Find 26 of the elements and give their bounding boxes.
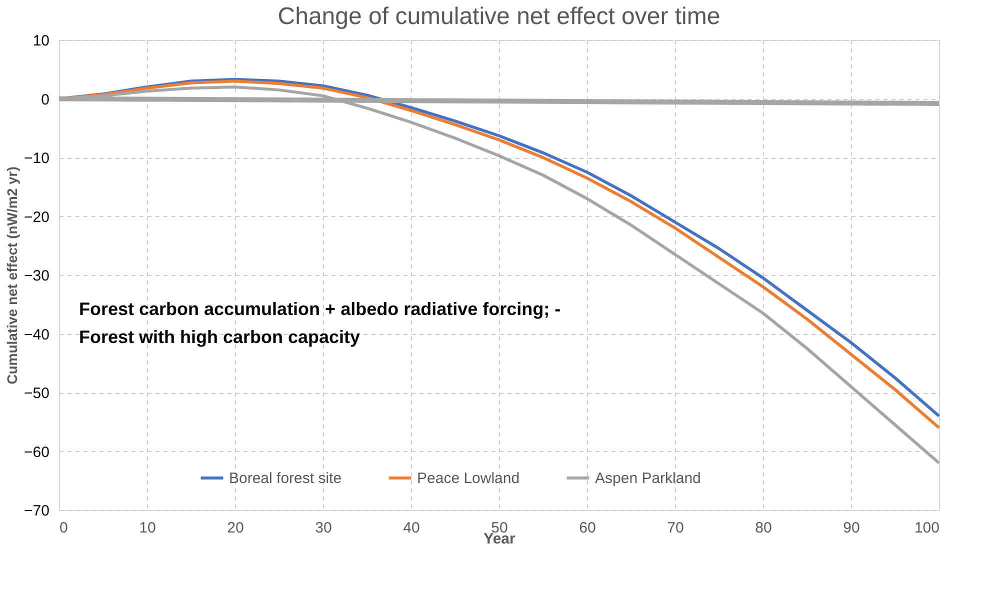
y-axis-title: Cumulative net effect (nW/m2 yr) bbox=[4, 166, 20, 384]
y-tick-label: −70 bbox=[24, 502, 50, 520]
y-tick-label: 10 bbox=[32, 32, 50, 50]
y-tick-label: −10 bbox=[24, 150, 50, 167]
x-tick-label: 20 bbox=[227, 520, 244, 536]
annotation: Forest with high carbon capacity bbox=[79, 327, 360, 347]
x-tick-label: 80 bbox=[755, 520, 772, 536]
y-tick-label: −30 bbox=[24, 268, 50, 284]
legend-label: Boreal forest site bbox=[229, 470, 342, 487]
x-tick-label: 0 bbox=[60, 520, 68, 536]
y-tick-label: −60 bbox=[24, 444, 50, 461]
x-tick-label: 10 bbox=[139, 520, 156, 536]
x-tick-label: 40 bbox=[403, 520, 420, 536]
x-tick-label: 30 bbox=[315, 520, 332, 536]
x-tick-label: 60 bbox=[579, 520, 596, 536]
x-tick-label: 70 bbox=[667, 520, 684, 536]
legend-label: Peace Lowland bbox=[417, 470, 520, 487]
annotation: Forest carbon accumulation + albedo radiative forcing; - bbox=[79, 299, 561, 319]
chart-title: Change of cumulative net effect over time bbox=[278, 3, 720, 30]
y-tick-label: −50 bbox=[24, 385, 50, 402]
legend-label: Aspen Parkland bbox=[595, 470, 701, 487]
x-tick-label: 90 bbox=[843, 520, 860, 536]
y-tick-label: −40 bbox=[24, 326, 50, 344]
x-tick-label: 100 bbox=[914, 520, 940, 536]
y-tick-label: 0 bbox=[41, 91, 50, 108]
y-tick-label: −20 bbox=[24, 208, 50, 226]
